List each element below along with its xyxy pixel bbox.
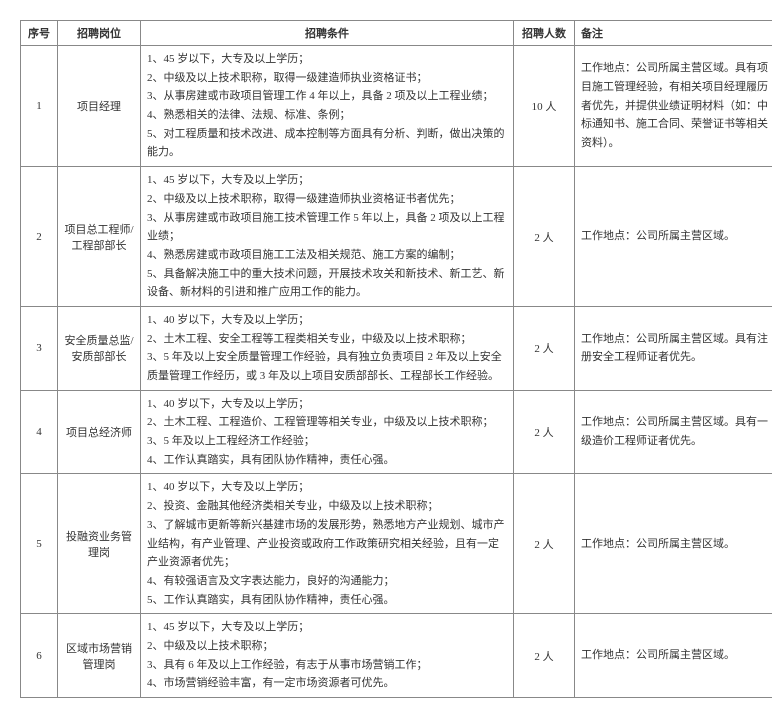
- header-note: 备注: [575, 21, 772, 46]
- condition-item: 3、了解城市更新等新兴基建市场的发展形势，熟悉地方产业规划、城市产业结构，有产业…: [147, 516, 507, 572]
- cell-note: 工作地点：公司所属主营区域。: [575, 167, 772, 307]
- cell-position: 项目经理: [58, 46, 141, 167]
- cell-idx: 4: [21, 390, 58, 474]
- conditions-list: 1、45 岁以下，大专及以上学历；2、中级及以上技术职称；3、具有 6 年及以上…: [147, 618, 507, 693]
- condition-item: 5、对工程质量和技术改进、成本控制等方面具有分析、判断，做出决策的能力。: [147, 125, 507, 162]
- condition-item: 3、5 年及以上工程经济工作经验；: [147, 432, 507, 451]
- condition-item: 4、熟悉相关的法律、法规、标准、条例；: [147, 106, 507, 125]
- cell-number: 10 人: [514, 46, 575, 167]
- note-text: 工作地点：公司所属主营区域。: [581, 535, 771, 554]
- cell-position: 项目总工程师/工程部部长: [58, 167, 141, 307]
- condition-item: 2、中级及以上技术职称，取得一级建造师执业资格证书；: [147, 69, 507, 88]
- condition-item: 4、工作认真踏实，具有团队协作精神，责任心强。: [147, 451, 507, 470]
- cell-note: 工作地点：公司所属主营区域。具有一级造价工程师证者优先。: [575, 390, 772, 474]
- table-row: 2项目总工程师/工程部部长1、45 岁以下，大专及以上学历；2、中级及以上技术职…: [21, 167, 772, 307]
- cell-idx: 6: [21, 614, 58, 698]
- note-text: 工作地点：公司所属主营区域。具有一级造价工程师证者优先。: [581, 413, 771, 450]
- condition-item: 2、土木工程、工程造价、工程管理等相关专业，中级及以上技术职称；: [147, 413, 507, 432]
- table-row: 5投融资业务管理岗1、40 岁以下，大专及以上学历；2、投资、金融其他经济类相关…: [21, 474, 772, 614]
- table-row: 1项目经理1、45 岁以下，大专及以上学历；2、中级及以上技术职称，取得一级建造…: [21, 46, 772, 167]
- cell-number: 2 人: [514, 167, 575, 307]
- cell-number: 2 人: [514, 614, 575, 698]
- conditions-list: 1、45 岁以下，大专及以上学历；2、中级及以上技术职称，取得一级建造师执业资格…: [147, 50, 507, 162]
- cell-position: 安全质量总监/安质部部长: [58, 306, 141, 390]
- table-row: 3安全质量总监/安质部部长1、40 岁以下，大专及以上学历；2、土木工程、安全工…: [21, 306, 772, 390]
- conditions-list: 1、45 岁以下，大专及以上学历；2、中级及以上技术职称，取得一级建造师执业资格…: [147, 171, 507, 302]
- cell-note: 工作地点：公司所属主营区域。: [575, 614, 772, 698]
- note-text: 工作地点：公司所属主营区域。: [581, 227, 771, 246]
- recruitment-table: 序号 招聘岗位 招聘条件 招聘人数 备注 1项目经理1、45 岁以下，大专及以上…: [20, 20, 772, 698]
- conditions-list: 1、40 岁以下，大专及以上学历；2、投资、金融其他经济类相关专业，中级及以上技…: [147, 478, 507, 609]
- condition-item: 3、具有 6 年及以上工作经验，有志于从事市场营销工作；: [147, 656, 507, 675]
- cell-note: 工作地点：公司所属主营区域。具有项目施工管理经验，有相关项目经理履历者优先，并提…: [575, 46, 772, 167]
- note-text: 工作地点：公司所属主营区域。: [581, 646, 771, 665]
- condition-item: 3、从事房建或市政项目管理工作 4 年以上，具备 2 项及以上工程业绩；: [147, 87, 507, 106]
- cell-position: 项目总经济师: [58, 390, 141, 474]
- condition-item: 2、中级及以上技术职称；: [147, 637, 507, 656]
- condition-item: 4、熟悉房建或市政项目施工工法及相关规范、施工方案的编制；: [147, 246, 507, 265]
- conditions-list: 1、40 岁以下，大专及以上学历；2、土木工程、工程造价、工程管理等相关专业，中…: [147, 395, 507, 470]
- cell-number: 2 人: [514, 306, 575, 390]
- header-pos: 招聘岗位: [58, 21, 141, 46]
- condition-item: 2、投资、金融其他经济类相关专业，中级及以上技术职称；: [147, 497, 507, 516]
- condition-item: 1、40 岁以下，大专及以上学历；: [147, 311, 507, 330]
- table-row: 6区域市场营销管理岗1、45 岁以下，大专及以上学历；2、中级及以上技术职称；3…: [21, 614, 772, 698]
- condition-item: 1、40 岁以下，大专及以上学历；: [147, 478, 507, 497]
- cell-position: 投融资业务管理岗: [58, 474, 141, 614]
- header-idx: 序号: [21, 21, 58, 46]
- cell-conditions: 1、45 岁以下，大专及以上学历；2、中级及以上技术职称，取得一级建造师执业资格…: [141, 46, 514, 167]
- cell-note: 工作地点：公司所属主营区域。具有注册安全工程师证者优先。: [575, 306, 772, 390]
- cell-idx: 5: [21, 474, 58, 614]
- cell-idx: 2: [21, 167, 58, 307]
- condition-item: 3、从事房建或市政项目施工技术管理工作 5 年以上，具备 2 项及以上工程业绩；: [147, 209, 507, 246]
- condition-item: 5、具备解决施工中的重大技术问题，开展技术攻关和新技术、新工艺、新设备、新材料的…: [147, 265, 507, 302]
- note-text: 工作地点：公司所属主营区域。具有项目施工管理经验，有相关项目经理履历者优先，并提…: [581, 59, 771, 152]
- condition-item: 4、有较强语言及文字表达能力，良好的沟通能力；: [147, 572, 507, 591]
- note-text: 工作地点：公司所属主营区域。具有注册安全工程师证者优先。: [581, 330, 771, 367]
- cell-conditions: 1、40 岁以下，大专及以上学历；2、土木工程、安全工程等工程类相关专业，中级及…: [141, 306, 514, 390]
- condition-item: 1、45 岁以下，大专及以上学历；: [147, 618, 507, 637]
- condition-item: 3、5 年及以上安全质量管理工作经验，具有独立负责项目 2 年及以上安全质量管理…: [147, 348, 507, 385]
- header-cond: 招聘条件: [141, 21, 514, 46]
- conditions-list: 1、40 岁以下，大专及以上学历；2、土木工程、安全工程等工程类相关专业，中级及…: [147, 311, 507, 386]
- cell-position: 区域市场营销管理岗: [58, 614, 141, 698]
- cell-conditions: 1、40 岁以下，大专及以上学历；2、投资、金融其他经济类相关专业，中级及以上技…: [141, 474, 514, 614]
- cell-note: 工作地点：公司所属主营区域。: [575, 474, 772, 614]
- condition-item: 1、45 岁以下，大专及以上学历；: [147, 50, 507, 69]
- cell-idx: 1: [21, 46, 58, 167]
- condition-item: 2、中级及以上技术职称，取得一级建造师执业资格证书者优先；: [147, 190, 507, 209]
- cell-conditions: 1、40 岁以下，大专及以上学历；2、土木工程、工程造价、工程管理等相关专业，中…: [141, 390, 514, 474]
- condition-item: 1、40 岁以下，大专及以上学历；: [147, 395, 507, 414]
- cell-number: 2 人: [514, 474, 575, 614]
- header-row: 序号 招聘岗位 招聘条件 招聘人数 备注: [21, 21, 772, 46]
- table-row: 4项目总经济师1、40 岁以下，大专及以上学历；2、土木工程、工程造价、工程管理…: [21, 390, 772, 474]
- condition-item: 2、土木工程、安全工程等工程类相关专业，中级及以上技术职称；: [147, 330, 507, 349]
- condition-item: 4、市场营销经验丰富，有一定市场资源者可优先。: [147, 674, 507, 693]
- header-num: 招聘人数: [514, 21, 575, 46]
- cell-conditions: 1、45 岁以下，大专及以上学历；2、中级及以上技术职称；3、具有 6 年及以上…: [141, 614, 514, 698]
- condition-item: 1、45 岁以下，大专及以上学历；: [147, 171, 507, 190]
- cell-idx: 3: [21, 306, 58, 390]
- cell-conditions: 1、45 岁以下，大专及以上学历；2、中级及以上技术职称，取得一级建造师执业资格…: [141, 167, 514, 307]
- cell-number: 2 人: [514, 390, 575, 474]
